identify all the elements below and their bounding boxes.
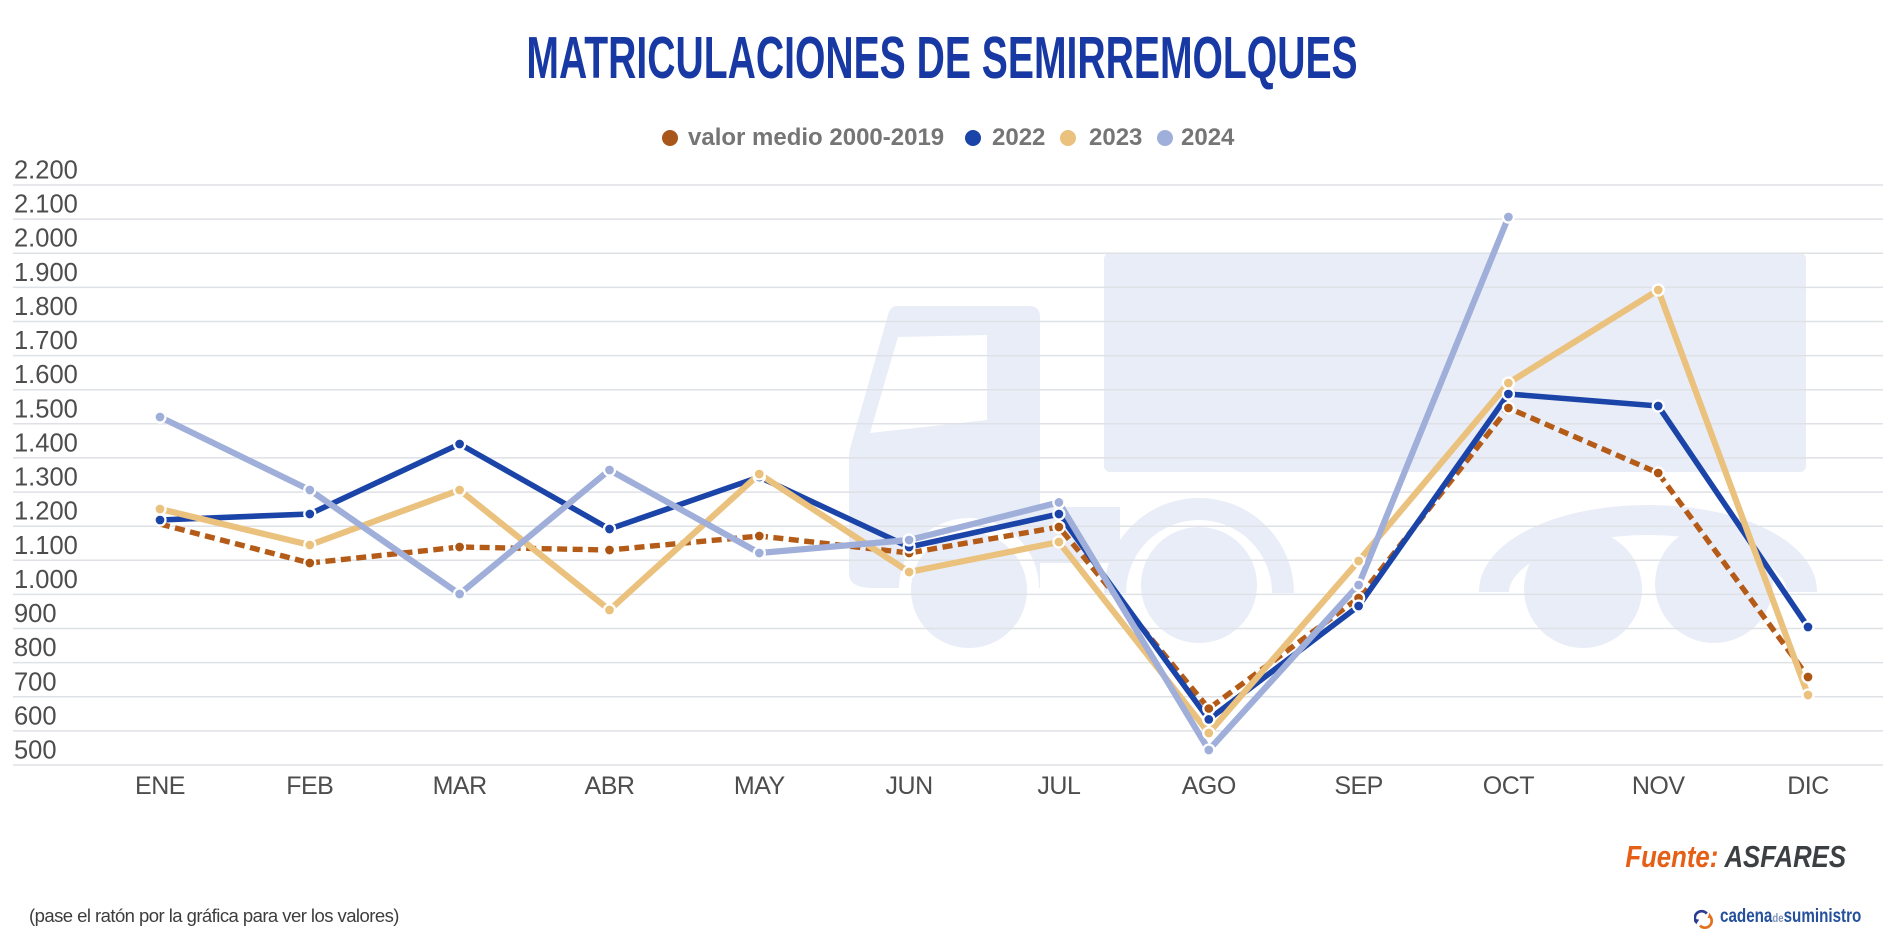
- svg-text:1.700: 1.700: [14, 327, 78, 355]
- svg-text:1.400: 1.400: [14, 429, 78, 457]
- svg-text:FEB: FEB: [286, 772, 333, 800]
- svg-text:2.100: 2.100: [14, 191, 78, 219]
- svg-text:600: 600: [14, 702, 57, 730]
- svg-text:900: 900: [14, 600, 57, 628]
- svg-text:SEP: SEP: [1334, 772, 1383, 800]
- svg-text:1.100: 1.100: [14, 532, 78, 560]
- svg-text:MAY: MAY: [734, 772, 786, 800]
- svg-text:500: 500: [14, 737, 57, 765]
- svg-text:1.000: 1.000: [14, 566, 78, 594]
- svg-text:NOV: NOV: [1632, 772, 1686, 800]
- svg-text:800: 800: [14, 634, 57, 662]
- svg-text:ABR: ABR: [585, 772, 635, 800]
- svg-text:ENE: ENE: [135, 772, 185, 800]
- svg-text:JUN: JUN: [886, 772, 933, 800]
- svg-text:1.300: 1.300: [14, 464, 78, 492]
- svg-text:1.500: 1.500: [14, 395, 78, 423]
- svg-text:1.800: 1.800: [14, 293, 78, 321]
- svg-text:1.200: 1.200: [14, 498, 78, 526]
- svg-text:OCT: OCT: [1483, 772, 1535, 800]
- svg-text:700: 700: [14, 668, 57, 696]
- svg-text:1.900: 1.900: [14, 259, 78, 287]
- svg-text:1.600: 1.600: [14, 361, 78, 389]
- svg-text:2.000: 2.000: [14, 225, 78, 253]
- svg-text:2.200: 2.200: [14, 157, 78, 185]
- svg-text:DIC: DIC: [1787, 772, 1829, 800]
- svg-text:JUL: JUL: [1037, 772, 1081, 800]
- svg-text:AGO: AGO: [1182, 772, 1236, 800]
- svg-text:MAR: MAR: [433, 772, 487, 800]
